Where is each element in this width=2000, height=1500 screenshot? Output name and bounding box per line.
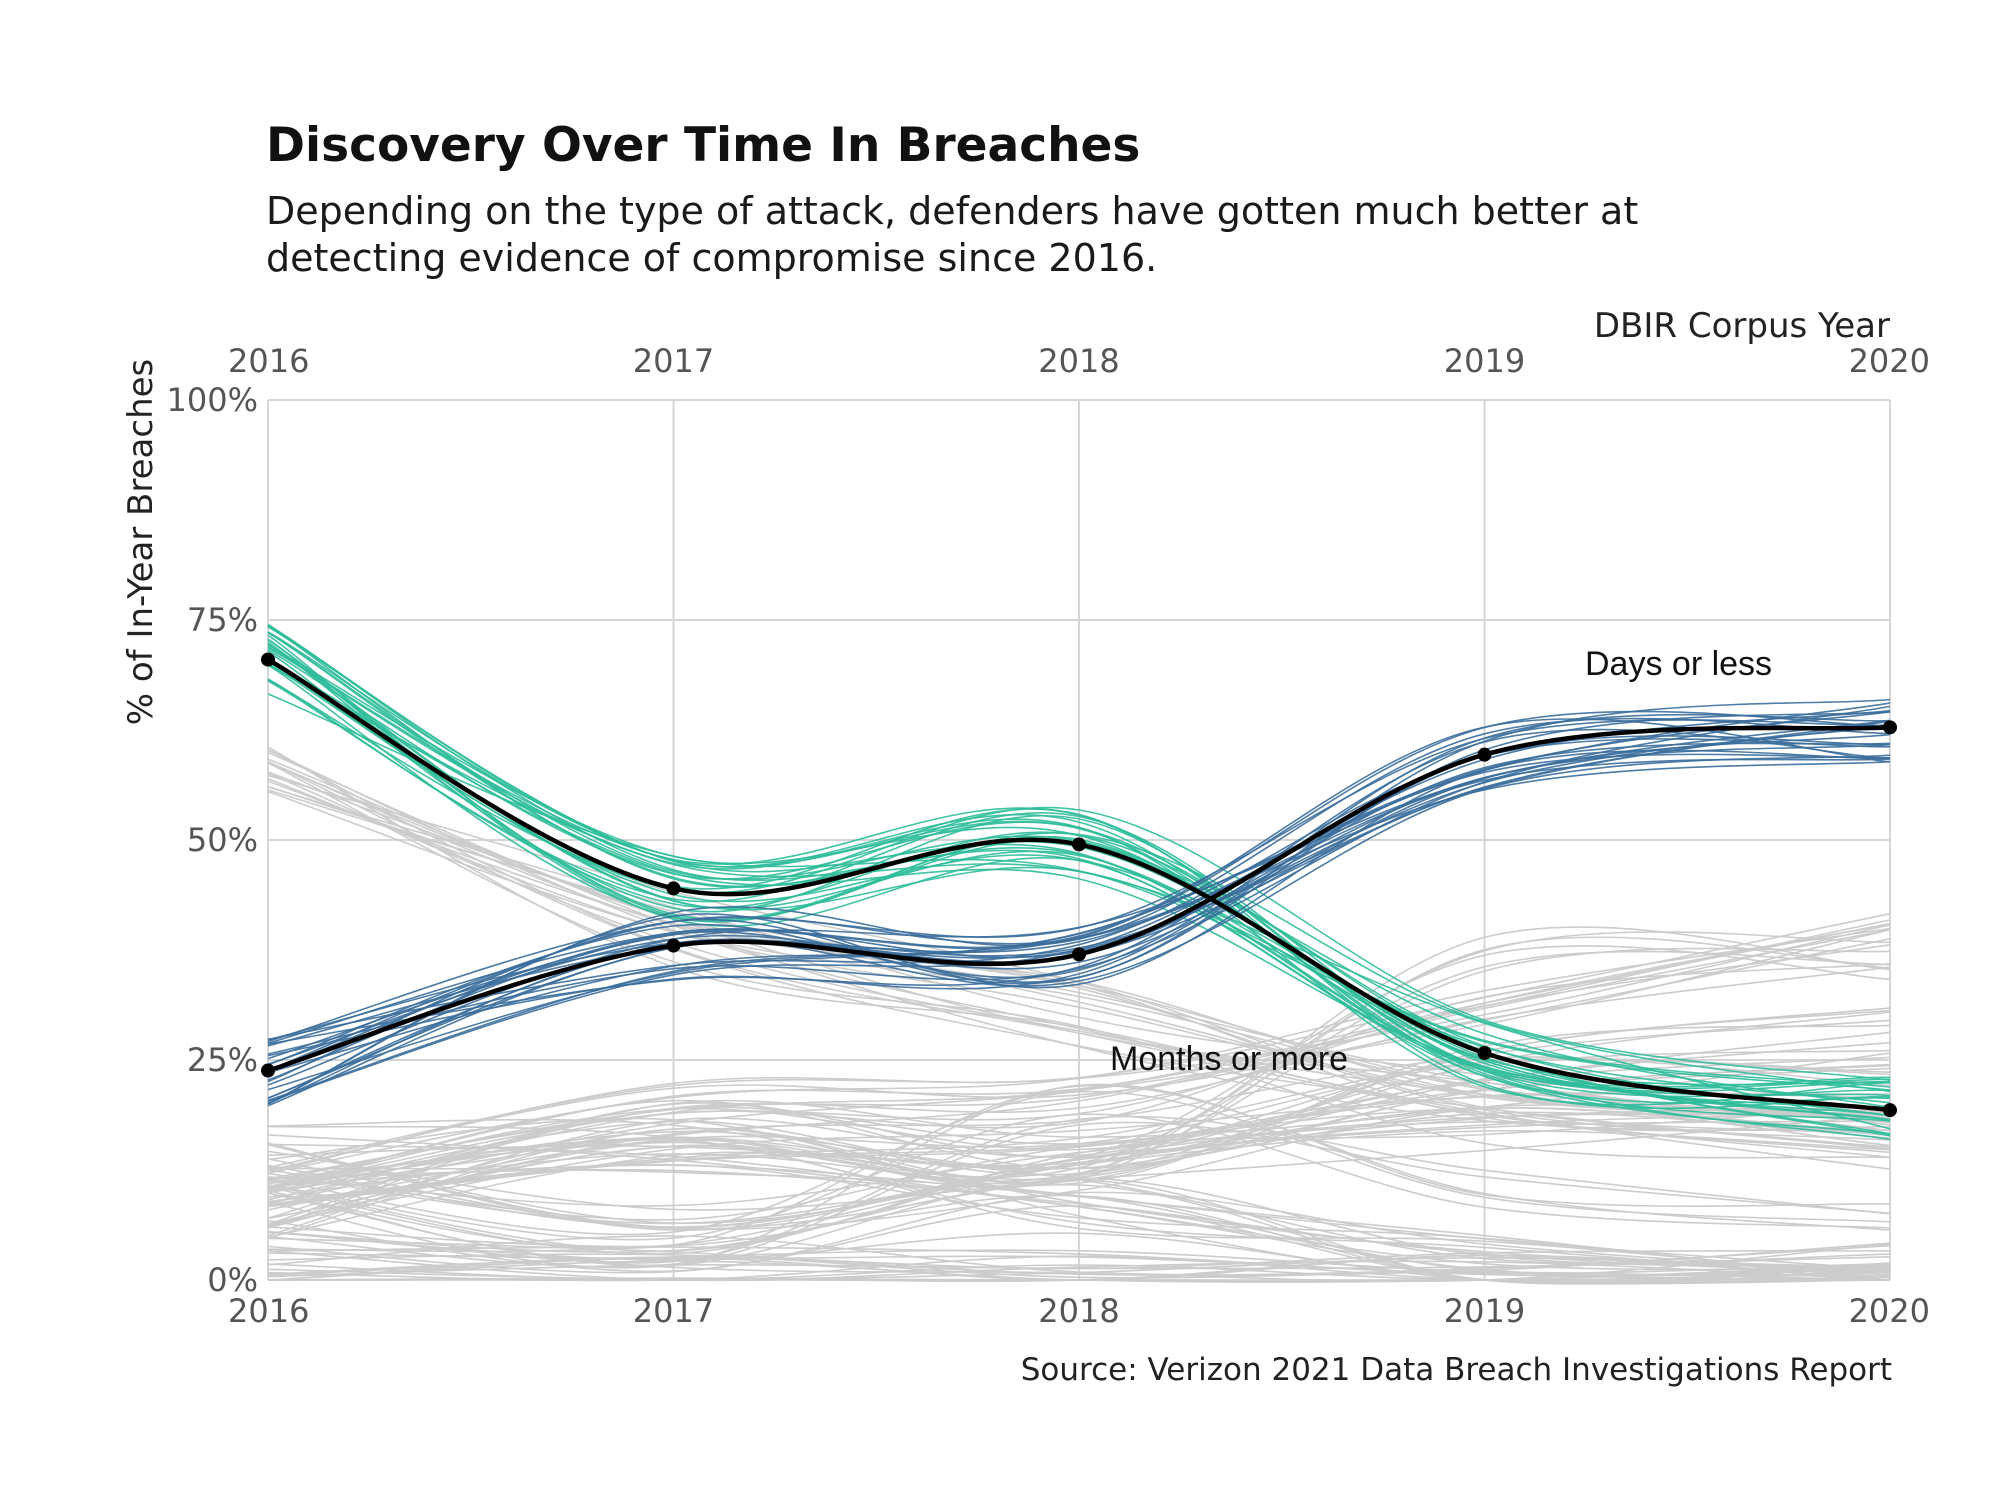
x-tick-label-top: 2016 [228, 342, 309, 380]
band-line-months [267, 634, 1891, 1093]
data-point-months-or-more [1477, 1045, 1492, 1060]
band-line-days [267, 760, 1891, 1074]
x-tick-label-bottom: 2020 [1849, 1292, 1930, 1330]
chart-title: Discovery Over Time In Breaches [266, 118, 1141, 173]
data-point-days-or-less [1477, 747, 1492, 762]
y-tick-label: 0% [207, 1261, 258, 1299]
band-line-months [267, 679, 1891, 1110]
background-line [267, 944, 1891, 1182]
background-line [267, 1167, 1891, 1277]
y-axis-title: % of In-Year Breaches [121, 359, 161, 725]
x-tick-label-top: 2020 [1849, 342, 1930, 380]
background-line [267, 1113, 1891, 1241]
background-line [267, 1134, 1891, 1281]
background-line [267, 1090, 1891, 1236]
background-line [267, 1138, 1891, 1279]
band-line-days [267, 753, 1891, 1047]
background-line [267, 1263, 1891, 1281]
x-tick-label-top: 2019 [1444, 342, 1525, 380]
background-line [267, 746, 1891, 1154]
data-point-days-or-less [666, 938, 681, 953]
band-line-days [267, 710, 1891, 1060]
background-line [267, 1056, 1891, 1229]
background-line [267, 1125, 1891, 1281]
background-line [267, 1115, 1891, 1264]
x-tick-label-top: 2018 [1038, 342, 1119, 380]
background-line [267, 1111, 1891, 1230]
background-line [267, 1106, 1891, 1231]
source-note: Source: Verizon 2021 Data Breach Investi… [1020, 1352, 1892, 1388]
background-line [267, 1246, 1891, 1275]
background-line [267, 1168, 1891, 1274]
background-line [267, 751, 1891, 1131]
annotation-months-or-more: Months or more [1110, 1040, 1348, 1078]
band-line-days [267, 735, 1891, 1057]
band-line-months [267, 639, 1891, 1121]
background-line [267, 966, 1891, 1205]
x-tick-label-bottom: 2017 [633, 1292, 714, 1330]
band-line-months [267, 624, 1891, 1104]
median-lines-layer [261, 652, 1897, 1118]
band-line-days [267, 728, 1891, 1045]
data-point-months-or-more [1883, 1103, 1897, 1118]
background-line [267, 778, 1891, 1119]
background-line [267, 912, 1891, 1174]
axis-labels-layer: 0%25%50%75%100%2016201620172017201820182… [167, 342, 1930, 1330]
band-line-days [267, 702, 1891, 1091]
band-line-days [267, 749, 1891, 1105]
background-line [267, 1117, 1891, 1285]
band-line-days [267, 754, 1891, 1105]
background-line [267, 1120, 1891, 1252]
background-line [267, 1250, 1891, 1282]
data-point-months-or-more [1072, 837, 1086, 852]
background-line [267, 938, 1891, 1172]
band-line-months [267, 664, 1891, 1130]
background-line [267, 919, 1891, 1188]
y-tick-label: 25% [187, 1041, 258, 1079]
band-line-days [267, 705, 1891, 1055]
y-tick-label: 50% [187, 821, 258, 859]
band-line-months [267, 626, 1891, 1141]
background-line [267, 1064, 1891, 1192]
x-tick-label-top: 2017 [633, 342, 714, 380]
band-line-days [267, 710, 1891, 1083]
data-point-months-or-more [666, 881, 681, 896]
background-line [267, 1163, 1891, 1281]
data-point-days-or-less [261, 1063, 275, 1078]
x-tick-label-bottom: 2018 [1038, 1292, 1119, 1330]
data-point-months-or-more [261, 652, 275, 667]
x-tick-label-bottom: 2016 [228, 1292, 309, 1330]
data-point-days-or-less [1883, 720, 1897, 735]
band-line-months [267, 641, 1891, 1104]
background-line [267, 1237, 1891, 1276]
background-line [267, 780, 1891, 1117]
background-line [267, 1058, 1891, 1211]
background-lines-layer [267, 746, 1891, 1285]
annotation-days-or-less: Days or less [1585, 645, 1772, 683]
data-point-days-or-less [1072, 947, 1086, 962]
y-tick-label: 100% [167, 381, 258, 419]
chart-subtitle: Depending on the type of attack, defende… [266, 189, 1639, 280]
y-tick-label: 75% [187, 601, 258, 639]
background-line [267, 1118, 1891, 1269]
top-x-axis-title: DBIR Corpus Year [1594, 306, 1890, 346]
x-tick-label-bottom: 2019 [1444, 1292, 1525, 1330]
